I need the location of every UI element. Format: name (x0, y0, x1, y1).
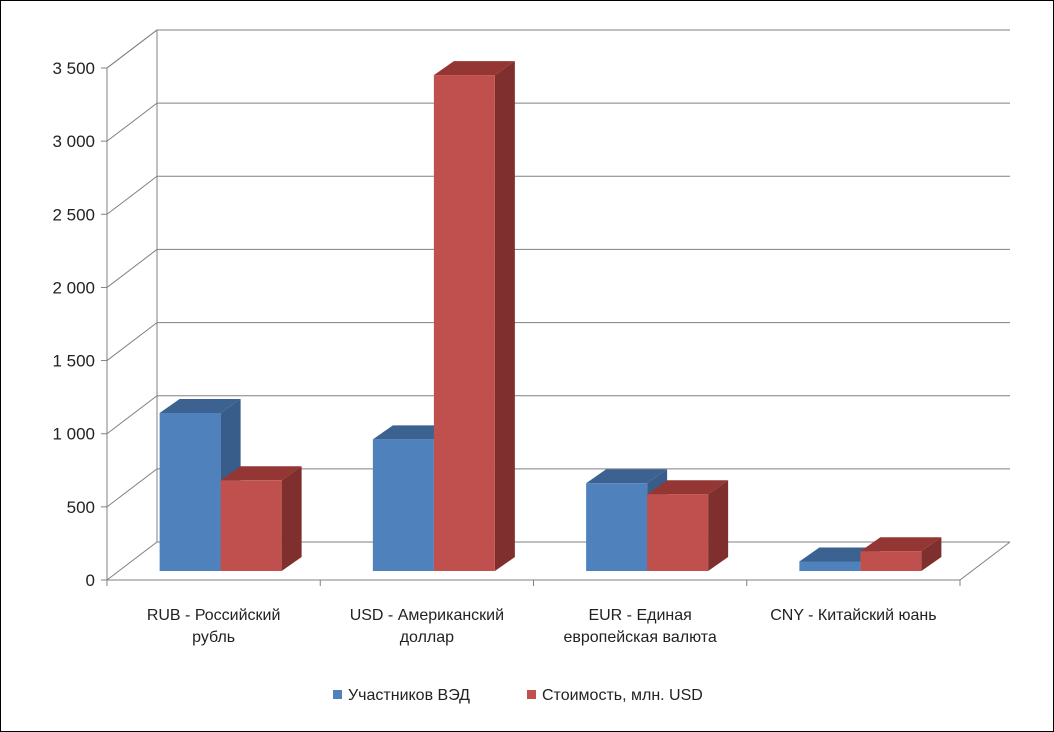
bar-top (860, 537, 942, 552)
gridline (106, 29, 1010, 69)
gridline (106, 468, 1010, 508)
bar (372, 439, 434, 571)
x-tick-label: европейская валюта (563, 629, 716, 646)
x-tick-label: рубль (192, 629, 235, 646)
y-tick-label: 3 000 (52, 132, 95, 151)
bar (647, 494, 709, 571)
y-tick-label: 2 500 (52, 205, 95, 224)
y-tick-label: 0 (86, 571, 95, 590)
y-tick-label: 500 (67, 498, 95, 517)
gridline (106, 248, 1010, 288)
bar-side (494, 61, 515, 571)
bar (799, 561, 861, 571)
bar-top (647, 480, 729, 495)
gridline (106, 322, 1010, 361)
bar-top (372, 425, 454, 440)
bar-top (433, 61, 515, 76)
gridline (106, 175, 1010, 215)
legend-label: Участников ВЭД (348, 687, 470, 704)
bar-side (921, 537, 942, 571)
x-tick-label: доллар (400, 629, 454, 646)
bar (860, 551, 922, 571)
bar (433, 75, 495, 571)
y-tick-label: 3 500 (52, 59, 95, 78)
bar-top (159, 399, 241, 414)
gridline (106, 102, 1010, 142)
y-tick-label: 1 000 (52, 425, 95, 444)
x-tick-label: EUR - Единая (588, 607, 691, 624)
y-tick-label: 2 000 (52, 278, 95, 297)
gridline (106, 395, 1010, 435)
y-tick-label: 1 500 (52, 352, 95, 371)
x-tick-label: CNY - Китайский юань (770, 607, 936, 624)
bar-side (708, 480, 729, 571)
bar (220, 480, 282, 571)
x-tick-label: RUB - Российский (147, 607, 281, 624)
x-tick-label: USD - Американский (350, 607, 504, 624)
legend-label: Стоимость, млн. USD (542, 687, 703, 704)
bar-top (799, 547, 881, 562)
bar-side (281, 466, 302, 571)
legend-swatch (527, 690, 536, 699)
bar (586, 483, 648, 571)
bar-top (220, 466, 302, 481)
legend-swatch (333, 690, 342, 699)
bar-top (586, 469, 668, 484)
bar (159, 413, 221, 571)
